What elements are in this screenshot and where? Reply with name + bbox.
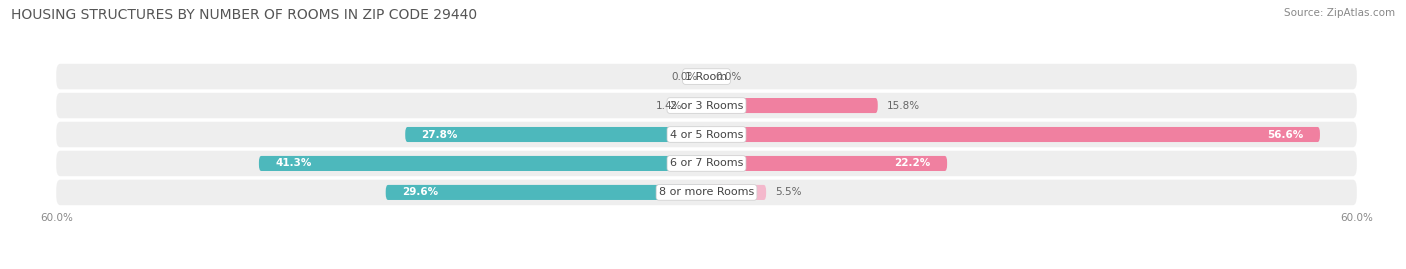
FancyBboxPatch shape xyxy=(707,156,948,171)
Text: 1 Room: 1 Room xyxy=(686,72,727,82)
Text: 1.4%: 1.4% xyxy=(657,101,683,111)
Text: 22.2%: 22.2% xyxy=(894,158,931,168)
Text: 27.8%: 27.8% xyxy=(422,129,458,140)
FancyBboxPatch shape xyxy=(385,185,707,200)
Text: 6 or 7 Rooms: 6 or 7 Rooms xyxy=(669,158,744,168)
FancyBboxPatch shape xyxy=(56,93,1357,118)
FancyBboxPatch shape xyxy=(56,122,1357,147)
Text: HOUSING STRUCTURES BY NUMBER OF ROOMS IN ZIP CODE 29440: HOUSING STRUCTURES BY NUMBER OF ROOMS IN… xyxy=(11,8,478,22)
FancyBboxPatch shape xyxy=(56,64,1357,89)
Text: Source: ZipAtlas.com: Source: ZipAtlas.com xyxy=(1284,8,1395,18)
Text: 15.8%: 15.8% xyxy=(886,101,920,111)
Text: 0.0%: 0.0% xyxy=(716,72,741,82)
Text: 8 or more Rooms: 8 or more Rooms xyxy=(659,187,754,197)
FancyBboxPatch shape xyxy=(692,98,707,113)
Text: 29.6%: 29.6% xyxy=(402,187,439,197)
FancyBboxPatch shape xyxy=(707,127,1320,142)
FancyBboxPatch shape xyxy=(259,156,707,171)
Text: 0.0%: 0.0% xyxy=(672,72,697,82)
Text: 41.3%: 41.3% xyxy=(276,158,312,168)
Text: 4 or 5 Rooms: 4 or 5 Rooms xyxy=(669,129,744,140)
FancyBboxPatch shape xyxy=(707,185,766,200)
FancyBboxPatch shape xyxy=(707,98,877,113)
FancyBboxPatch shape xyxy=(56,180,1357,205)
FancyBboxPatch shape xyxy=(405,127,707,142)
FancyBboxPatch shape xyxy=(56,151,1357,176)
Text: 56.6%: 56.6% xyxy=(1267,129,1303,140)
Text: 2 or 3 Rooms: 2 or 3 Rooms xyxy=(669,101,744,111)
Text: 5.5%: 5.5% xyxy=(775,187,801,197)
